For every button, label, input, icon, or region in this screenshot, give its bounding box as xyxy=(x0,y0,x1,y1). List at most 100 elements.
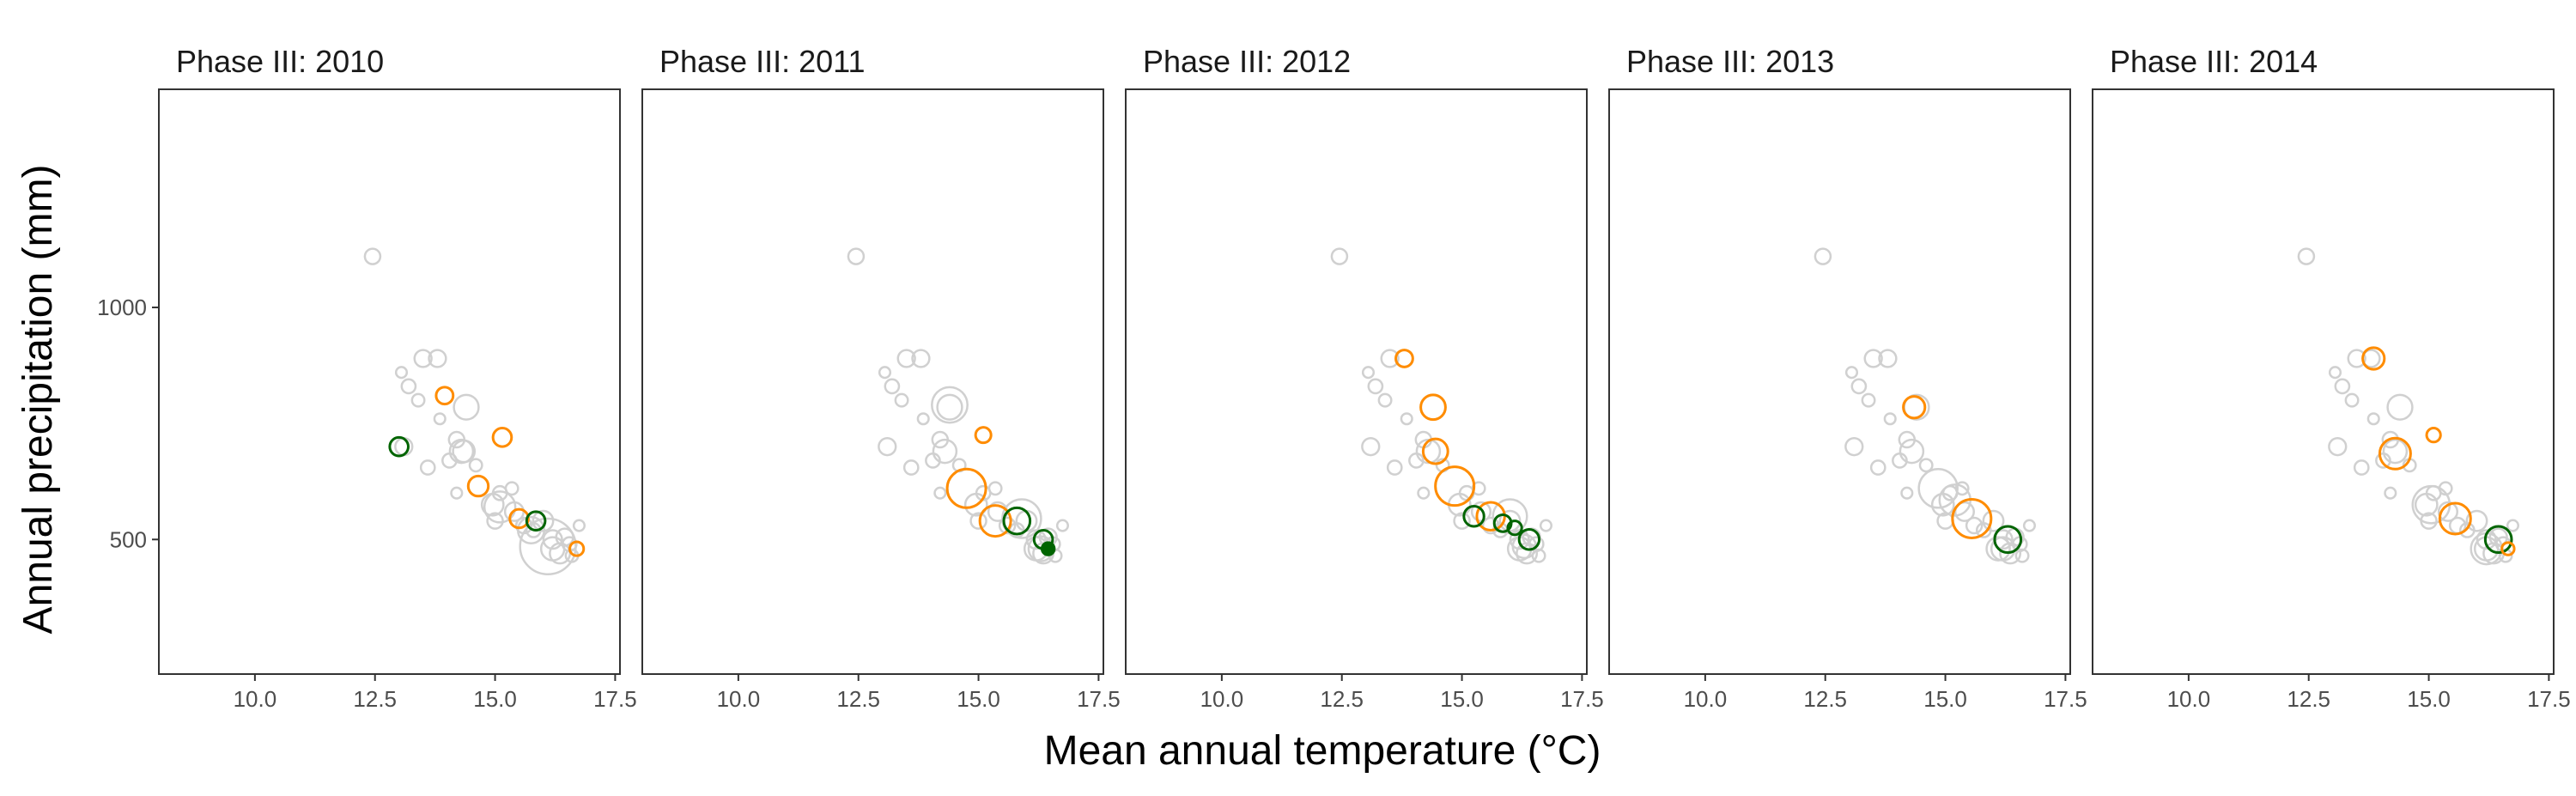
facet-panel: Phase III: 2012 10.0 12.5 15.0 17.5 xyxy=(1125,44,1604,712)
background-point xyxy=(2437,501,2458,522)
orange-highlight-point xyxy=(2378,436,2412,471)
background-point xyxy=(2022,519,2037,532)
background-point xyxy=(1863,349,1883,368)
x-tick-label: 12.5 xyxy=(2287,686,2330,712)
x-tick-label: 17.5 xyxy=(1077,686,1121,712)
background-point xyxy=(1453,512,1471,530)
panel-frame xyxy=(1125,88,1588,675)
x-tick-label: 17.5 xyxy=(2044,686,2087,712)
background-point xyxy=(452,439,477,464)
x-tick-label: 10.0 xyxy=(1200,686,1244,712)
x-tick-label: 10.0 xyxy=(2167,686,2211,712)
background-point xyxy=(1377,392,1393,408)
points-group xyxy=(2297,247,2520,566)
orange-highlight-point xyxy=(978,504,1012,538)
panel-frame xyxy=(158,88,621,675)
background-point xyxy=(1470,501,1492,522)
green-highlight-point xyxy=(1506,520,1523,537)
background-point xyxy=(1965,516,1984,535)
orange-highlight-point xyxy=(434,386,455,406)
background-point xyxy=(468,458,483,473)
background-point xyxy=(2014,548,2030,563)
background-point xyxy=(504,481,519,496)
background-point xyxy=(1417,486,1431,500)
facet-title: Phase III: 2010 xyxy=(176,44,384,79)
background-point xyxy=(1861,392,1876,408)
points-group xyxy=(363,247,586,576)
background-point xyxy=(932,438,958,465)
background-point xyxy=(2366,412,2380,426)
background-point xyxy=(483,490,517,524)
facet-title: Phase III: 2012 xyxy=(1143,44,1351,79)
background-point xyxy=(969,512,987,530)
x-tick-label: 17.5 xyxy=(2527,686,2571,712)
background-point xyxy=(1361,437,1381,457)
points-group xyxy=(1330,247,1553,565)
background-point xyxy=(1330,247,1349,265)
background-point xyxy=(896,349,916,368)
background-point xyxy=(847,247,866,265)
panel-frame xyxy=(1608,88,2071,675)
panel-frame xyxy=(2092,88,2555,675)
background-point xyxy=(1878,349,1898,368)
x-tick-label: 12.5 xyxy=(1803,686,1847,712)
background-point xyxy=(1900,486,1914,500)
background-point xyxy=(572,519,586,532)
background-point xyxy=(413,349,433,368)
x-tick-label: 10.0 xyxy=(717,686,761,712)
background-point xyxy=(2386,393,2414,421)
y-tick-label: 500 xyxy=(110,526,147,552)
orange-highlight-point xyxy=(466,474,490,498)
background-point xyxy=(532,509,555,532)
background-point xyxy=(516,515,546,545)
background-point xyxy=(2353,459,2370,476)
background-point xyxy=(1869,459,1886,476)
facet-panel: Phase III: 2013 10.0 12.5 15.0 17.5 xyxy=(1608,44,2087,712)
background-point xyxy=(1844,366,1859,380)
background-point xyxy=(998,516,1017,535)
background-point xyxy=(936,393,963,421)
background-point xyxy=(1985,536,2011,562)
background-point xyxy=(2476,529,2497,550)
background-point xyxy=(2384,486,2397,500)
orange-highlight-point xyxy=(1419,393,1447,422)
background-point xyxy=(1539,519,1553,532)
background-point xyxy=(911,349,931,368)
green-highlight-point xyxy=(1993,525,2023,555)
orange-highlight-point xyxy=(2425,427,2442,444)
background-point xyxy=(2382,438,2409,465)
background-point xyxy=(363,247,382,265)
y-axis-title: Annual precipitation (mm) xyxy=(15,165,61,635)
green-highlight-point xyxy=(2483,525,2513,555)
x-tick-label: 15.0 xyxy=(1440,686,1484,712)
y-tick-label: 1000 xyxy=(97,295,147,320)
background-point xyxy=(2506,519,2520,532)
background-point xyxy=(519,517,577,576)
background-point xyxy=(1954,481,1970,496)
background-point xyxy=(1918,458,1934,473)
background-point xyxy=(486,512,504,530)
background-point xyxy=(2297,247,2316,265)
green-highlight-point xyxy=(1517,528,1541,551)
background-point xyxy=(878,437,897,457)
background-point xyxy=(419,459,436,476)
background-point xyxy=(428,349,447,368)
points-group xyxy=(847,247,1070,565)
x-tick-label: 17.5 xyxy=(1560,686,1604,712)
x-tick-label: 15.0 xyxy=(957,686,1000,712)
orange-highlight-point xyxy=(2438,501,2472,536)
x-tick-label: 12.5 xyxy=(1320,686,1364,712)
background-point xyxy=(1471,481,1486,496)
background-point xyxy=(2328,437,2348,457)
facet-panel: Phase III: 2011 10.0 12.5 15.0 17.5 xyxy=(641,44,1121,712)
background-point xyxy=(1982,509,2005,532)
orange-highlight-point xyxy=(1394,349,1414,368)
background-point xyxy=(933,486,947,500)
panel-frame xyxy=(641,88,1104,675)
background-point xyxy=(453,393,480,421)
orange-highlight-point xyxy=(974,426,993,445)
orange-highlight-point xyxy=(1475,501,1506,532)
x-tick-label: 12.5 xyxy=(836,686,880,712)
panels-layer: Phase III: 2010 10.0 12.5 15.0 17.5 500 1000 Ph… xyxy=(97,44,2571,712)
orange-highlight-point xyxy=(1902,395,1927,420)
